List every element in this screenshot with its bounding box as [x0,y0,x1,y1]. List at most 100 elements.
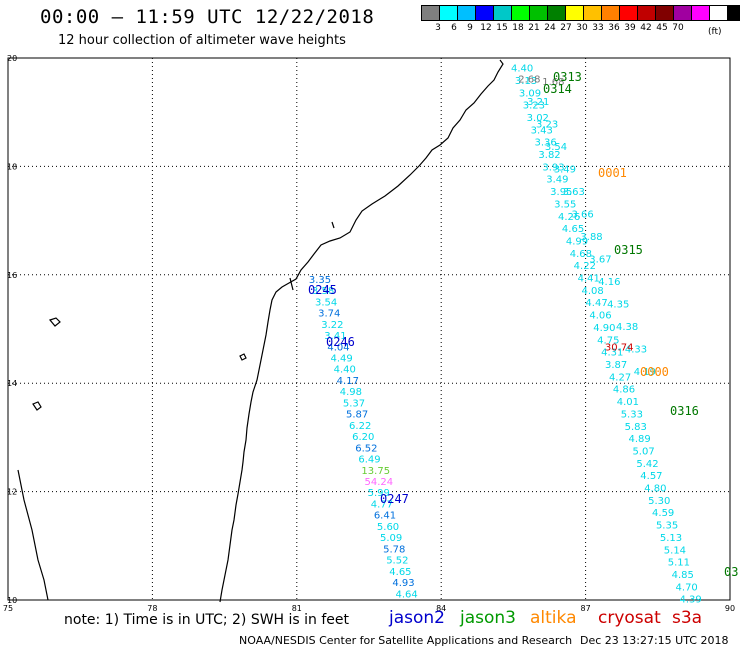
wave-height-label: 4.35 [607,300,629,311]
wave-height-label: 6.41 [374,511,396,522]
map-frame [7,57,731,601]
wave-height-label: 3.09 [519,88,541,99]
island-d [331,221,335,229]
time-label: 0245 [308,283,337,297]
wave-height-label: 4.93 [392,578,414,589]
wave-height-label: 4.59 [652,508,674,519]
wave-height-label: 13.75 [361,466,390,477]
track-jason3: 4.403.133.093.233.023.433.363.823.933.49… [511,64,702,606]
wave-height-label: 5.99 [368,488,390,499]
chart-subtitle: 12 hour collection of altimeter wave hei… [58,33,346,48]
wave-height-label: 5.30 [648,496,670,507]
legend-label: 42 [640,23,652,33]
wave-height-label: 5.09 [380,533,402,544]
wave-height-label: 4.08 [582,286,604,297]
lon-tick-label: 84 [436,604,446,613]
legend-label: 18 [512,23,524,33]
wave-height-label: 3.93 [542,162,564,173]
time-label: 0246 [326,335,355,349]
wave-height-label: 4.49 [330,354,352,365]
legend-label: 15 [496,23,508,33]
legend-label: 30 [576,23,588,33]
satellite-name-jason2: jason2 [389,608,445,628]
lat-tick-label: 18 [7,162,17,171]
lon-tick-label: 90 [725,604,735,613]
wave-height-label: 4.89 [629,434,651,445]
legend-label: 45 [656,23,668,33]
wave-height-label: 4.27 [609,372,631,383]
lon-tick-label: 87 [581,604,591,613]
island-a [48,317,61,327]
wave-height-label: 3.74 [318,309,340,320]
lat-tick-label: 16 [7,271,17,280]
satellite-name-cryosat: cryosat [598,608,661,628]
footer-note: note: 1) Time is in UTC; 2) SWH is in fe… [64,612,350,628]
wave-height-label: 5.37 [343,398,365,409]
legend-label: 27 [560,23,572,33]
wave-height-label: 4.65 [562,224,584,235]
island-b [239,353,247,361]
wave-height-label: 3.21 [527,97,549,108]
time-label: 0314 [543,82,572,96]
wave-height-label: 4.16 [598,277,620,288]
track-altika: 2.683.213.233.543.493.633.663.883.674.16… [518,74,656,378]
legend-swatches [421,5,740,21]
wave-height-label: 4.01 [617,397,639,408]
time-label: 0316 [670,404,699,418]
satellite-name-s3a: s3a [672,608,703,628]
wave-height-label: 5.87 [346,410,368,421]
wave-height-label: 3.49 [546,175,568,186]
wave-height-label: 5.60 [377,522,399,533]
wave-height-label: 4.06 [589,311,611,322]
wave-height-label: 3.63 [563,187,585,198]
wave-height-label: 3.43 [531,125,553,136]
wave-height-label: 3.82 [538,150,560,161]
wave-height-label: 3.23 [536,119,558,130]
wave-height-label: 2.68 [518,74,540,85]
wave-height-label: 6.52 [355,443,377,454]
wave-height-label: 3.54 [315,297,337,308]
wave-height-label: 4.86 [613,385,635,396]
wave-height-label: 4.33 [625,345,647,356]
wave-height-label: 5.83 [625,422,647,433]
wave-height-label: 3.88 [580,232,602,243]
wave-height-label: 4.65 [389,567,411,578]
wave-height-label: 4.22 [574,261,596,272]
wave-height-label: 5.11 [668,558,690,569]
wave-height-label: 4.98 [340,387,362,398]
wave-height-label: 4.26 [558,212,580,223]
wave-height-label: 3.35 [309,275,331,286]
chart-title: 00:00 – 11:59 UTC 12/22/2018 [40,6,375,28]
wave-height-label: 1.68 [542,77,564,88]
satellite-name-altika: altika [530,608,577,628]
coastline [17,59,504,603]
wave-height-label: 4.77 [371,499,393,510]
time-label: 03 [724,565,738,579]
wave-height-label: 6.49 [358,455,380,466]
legend-label: 6 [451,23,457,33]
wave-height-label: 3.36 [535,138,557,149]
wave-height-label: 5.13 [660,533,682,544]
legend-unit: (ft) [708,27,722,37]
wave-height-label: 4.40 [334,365,356,376]
wave-height-label: 5.78 [383,544,405,555]
legend-swatch [727,5,740,21]
time-label: 0247 [380,492,409,506]
time-label: 0315 [614,243,643,257]
india-east-coast [219,59,504,603]
wave-height-label: 4.31 [601,348,623,359]
wave-height-label: 3.41 [324,331,346,342]
wave-height-label: 30.74 [605,343,634,354]
map-grid [7,57,731,601]
wave-height-label: 3.67 [589,255,611,266]
wave-height-label: 6.20 [352,432,374,443]
lat-tick-label: 14 [7,379,17,388]
wave-height-label: 4.38 [616,322,638,333]
wave-height-label: 4.70 [676,582,698,593]
lat-tick-label: 20 [7,54,17,63]
legend-label: 24 [544,23,556,33]
satellite-name-jason3: jason3 [460,608,516,628]
legend-labels: 3 6 9 12 15 18 21 24 27 30 33 36 39 42 45 70 [421,23,740,37]
wave-height-label: 4.41 [578,274,600,285]
